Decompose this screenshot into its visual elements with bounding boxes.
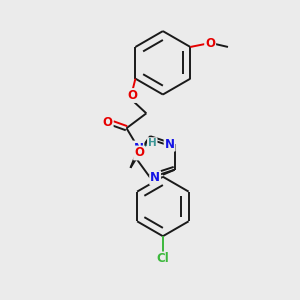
- Text: H: H: [148, 138, 157, 148]
- Text: N: N: [134, 142, 143, 154]
- Text: N: N: [165, 138, 175, 151]
- Text: N: N: [150, 171, 160, 184]
- Text: O: O: [128, 89, 137, 102]
- Text: O: O: [205, 38, 215, 50]
- Text: O: O: [134, 146, 144, 160]
- Text: Cl: Cl: [157, 253, 169, 266]
- Text: O: O: [103, 116, 113, 129]
